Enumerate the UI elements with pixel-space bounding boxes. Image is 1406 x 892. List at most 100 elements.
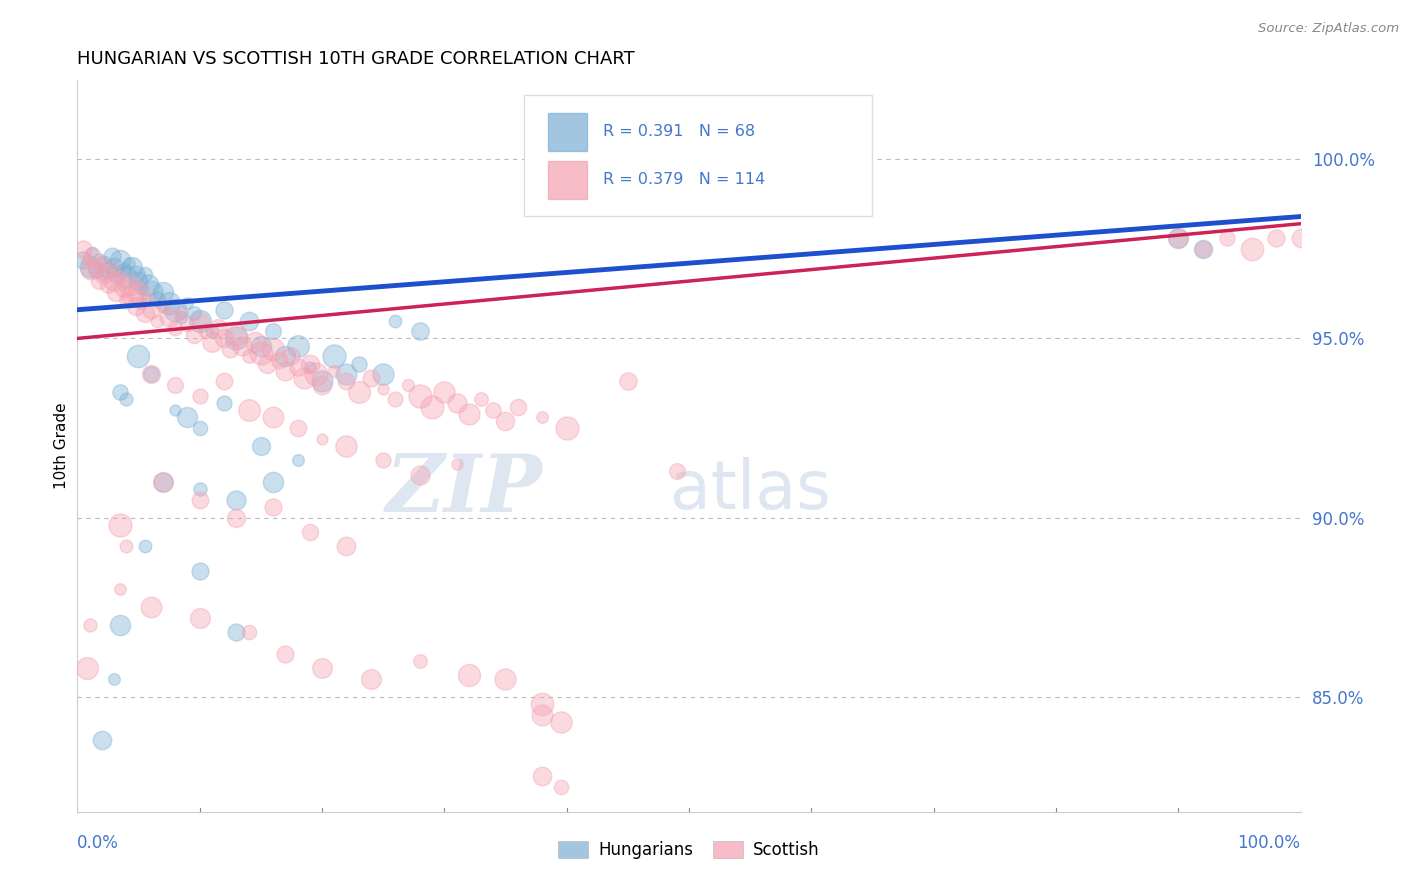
Point	[1167, 231, 1189, 245]
Point	[80, 245, 103, 260]
Point	[79, 618, 101, 632]
Point	[90, 256, 112, 270]
Point	[250, 345, 273, 359]
Point	[409, 389, 432, 403]
Point	[311, 661, 333, 675]
Point	[72, 252, 94, 267]
Point	[287, 360, 309, 375]
Point	[125, 267, 148, 281]
Point	[531, 707, 554, 722]
Point	[139, 302, 162, 317]
Point	[146, 313, 169, 327]
Point	[617, 375, 640, 389]
Text: R = 0.379   N = 114: R = 0.379 N = 114	[603, 171, 765, 186]
Point	[1167, 231, 1189, 245]
Point	[256, 357, 278, 371]
Point	[115, 540, 138, 554]
Point	[262, 324, 284, 338]
Point	[470, 392, 492, 407]
Point	[457, 668, 479, 682]
Point	[157, 310, 180, 324]
Point	[274, 364, 297, 378]
Point	[231, 338, 253, 352]
Point	[396, 378, 419, 392]
FancyBboxPatch shape	[548, 113, 588, 152]
Point	[165, 378, 187, 392]
Point	[188, 482, 211, 496]
Point	[125, 299, 148, 313]
Point	[225, 331, 247, 345]
Point	[108, 618, 131, 632]
Point	[531, 697, 554, 711]
Point	[100, 249, 122, 263]
Point	[108, 270, 131, 285]
Point	[250, 439, 273, 453]
Point	[165, 302, 187, 317]
Point	[433, 385, 456, 400]
Point	[347, 357, 370, 371]
Legend: Hungarians, Scottish: Hungarians, Scottish	[551, 834, 827, 865]
Point	[134, 540, 156, 554]
Point	[219, 342, 242, 356]
Point	[188, 565, 211, 579]
Point	[105, 267, 128, 281]
Point	[108, 517, 131, 532]
Point	[550, 715, 572, 730]
Point	[152, 475, 174, 489]
Point	[225, 625, 247, 640]
Point	[76, 661, 98, 675]
Point	[165, 320, 187, 334]
Text: ZIP: ZIP	[385, 451, 543, 529]
Point	[335, 540, 357, 554]
Text: 100.0%: 100.0%	[1237, 834, 1301, 852]
Point	[323, 364, 346, 378]
Point	[384, 313, 406, 327]
Point	[100, 263, 122, 277]
Point	[292, 371, 315, 385]
Point	[225, 510, 247, 524]
Point	[212, 302, 235, 317]
Point	[105, 285, 128, 299]
Point	[76, 252, 98, 267]
Point	[188, 492, 211, 507]
Point	[165, 403, 187, 417]
Point	[506, 400, 529, 414]
Point	[371, 368, 394, 382]
Point	[72, 242, 94, 256]
Point	[201, 334, 224, 349]
Point	[188, 389, 211, 403]
Point	[112, 263, 135, 277]
Point	[262, 500, 284, 514]
Point	[207, 320, 229, 334]
FancyBboxPatch shape	[548, 161, 588, 199]
Point	[108, 385, 131, 400]
Point	[188, 313, 211, 327]
Point	[90, 733, 112, 747]
Point	[335, 439, 357, 453]
Point	[129, 295, 152, 310]
Point	[152, 285, 174, 299]
Point	[305, 368, 328, 382]
Point	[371, 382, 394, 396]
Point	[89, 252, 111, 267]
Point	[115, 270, 138, 285]
Point	[84, 263, 107, 277]
Point	[665, 464, 688, 478]
Point	[139, 368, 162, 382]
Point	[371, 453, 394, 467]
Point	[134, 306, 156, 320]
Point	[311, 375, 333, 389]
FancyBboxPatch shape	[524, 95, 873, 216]
Point	[139, 285, 162, 299]
Point	[118, 277, 141, 292]
Point	[79, 260, 101, 274]
Point	[176, 410, 198, 425]
Point	[243, 334, 266, 349]
Point	[127, 350, 149, 364]
Point	[93, 267, 115, 281]
Point	[139, 600, 162, 615]
Point	[335, 375, 357, 389]
Point	[446, 396, 468, 410]
Point	[97, 263, 120, 277]
Point	[103, 260, 125, 274]
